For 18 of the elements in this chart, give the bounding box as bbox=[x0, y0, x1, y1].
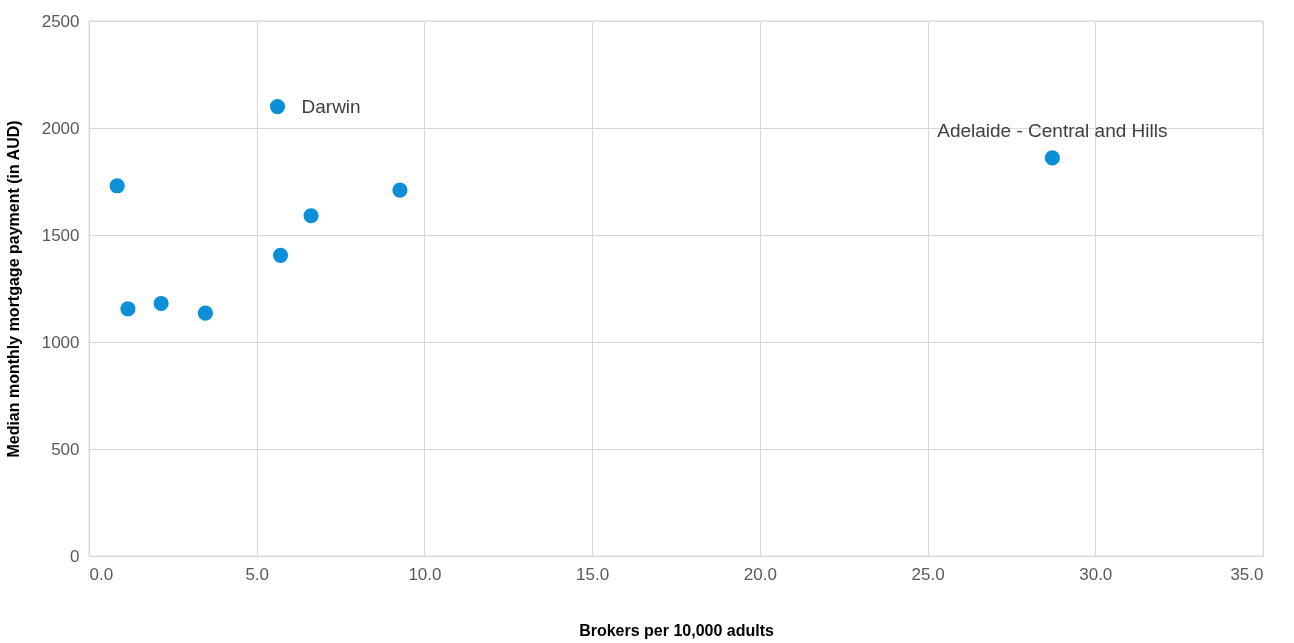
x-tick-label: 15.0 bbox=[576, 564, 610, 584]
y-tick-label: 1000 bbox=[41, 332, 80, 352]
annotation: Darwin bbox=[301, 95, 361, 117]
y-axis-title: Median monthly mortgage payment (in AUD) bbox=[4, 120, 22, 458]
x-tick-label: 0.0 bbox=[89, 564, 114, 584]
x-tick-label: 5.0 bbox=[245, 564, 270, 584]
y-tick-label: 500 bbox=[51, 439, 80, 459]
x-tick-label: 35.0 bbox=[1230, 564, 1264, 584]
y-tick-label: 0 bbox=[70, 546, 80, 566]
x-tick-label: 20.0 bbox=[743, 564, 777, 584]
y-tick-label: 2500 bbox=[41, 11, 80, 31]
y-tick-label: 2000 bbox=[41, 118, 80, 138]
x-axis-title: Brokers per 10,000 adults bbox=[579, 621, 774, 639]
x-tick-label: 10.0 bbox=[408, 564, 442, 584]
annotation: Adelaide - Central and Hills bbox=[937, 119, 1168, 141]
x-tick-label: 30.0 bbox=[1079, 564, 1113, 584]
y-tick-label: 1500 bbox=[41, 225, 80, 245]
x-tick-label: 25.0 bbox=[911, 564, 945, 584]
